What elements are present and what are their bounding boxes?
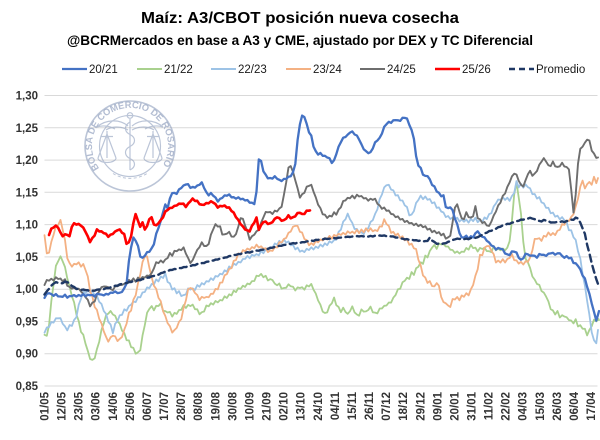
svg-text:17/07: 17/07 (159, 392, 171, 421)
svg-text:20/21: 20/21 (89, 64, 118, 76)
svg-text:03/06: 03/06 (91, 392, 103, 421)
svg-text:26/11: 26/11 (364, 391, 376, 420)
svg-text:22/23: 22/23 (238, 64, 267, 76)
svg-text:30/08: 30/08 (227, 391, 239, 420)
svg-text:06/07: 06/07 (142, 392, 154, 421)
svg-text:Maíz: A3/CBOT posición nueva c: Maíz: A3/CBOT posición nueva cosecha (141, 10, 459, 27)
svg-text:09/01: 09/01 (432, 391, 444, 420)
svg-text:@BCRMercados en base a A3 y CM: @BCRMercados en base a A3 y CME, ajustad… (67, 32, 533, 48)
svg-text:04/11: 04/11 (330, 391, 342, 420)
svg-text:20/01: 20/01 (449, 391, 461, 420)
svg-text:01/05: 01/05 (40, 391, 52, 420)
svg-text:06/04: 06/04 (569, 391, 581, 420)
svg-text:1,05: 1,05 (16, 252, 39, 264)
svg-text:02/10: 02/10 (279, 392, 291, 421)
svg-text:0,85: 0,85 (16, 381, 39, 393)
svg-text:10/09: 10/09 (245, 392, 257, 421)
svg-text:24/25: 24/25 (387, 64, 416, 76)
svg-text:22/02: 22/02 (501, 392, 513, 421)
svg-text:24/10: 24/10 (313, 392, 325, 421)
svg-text:17/04: 17/04 (586, 391, 598, 420)
svg-text:Promedio: Promedio (536, 64, 585, 76)
svg-text:1,30: 1,30 (16, 91, 38, 103)
svg-text:15/03: 15/03 (535, 392, 547, 421)
svg-text:31/01: 31/01 (467, 391, 479, 420)
svg-text:1,00: 1,00 (16, 284, 38, 296)
svg-text:23/24: 23/24 (313, 64, 342, 76)
svg-text:1,25: 1,25 (16, 123, 39, 135)
svg-text:13/10: 13/10 (296, 392, 308, 421)
svg-text:18/12: 18/12 (398, 392, 410, 421)
svg-text:25/06: 25/06 (125, 392, 137, 421)
svg-text:0,95: 0,95 (16, 317, 39, 329)
svg-text:07/12: 07/12 (381, 392, 393, 421)
svg-text:23/05: 23/05 (74, 391, 86, 420)
svg-text:11/02: 11/02 (484, 392, 496, 420)
svg-text:21/09: 21/09 (262, 392, 274, 421)
svg-text:15/11: 15/11 (347, 391, 359, 420)
svg-text:28/07: 28/07 (176, 392, 188, 421)
svg-text:14/06: 14/06 (108, 392, 120, 421)
svg-text:21/22: 21/22 (164, 64, 193, 76)
svg-text:25/26: 25/26 (462, 64, 491, 76)
svg-text:04/03: 04/03 (518, 392, 530, 421)
svg-text:29/12: 29/12 (415, 392, 427, 421)
svg-text:1,20: 1,20 (16, 155, 38, 167)
svg-text:12/05: 12/05 (57, 391, 69, 420)
svg-text:19/08: 19/08 (210, 391, 222, 420)
svg-text:1,10: 1,10 (16, 220, 38, 232)
svg-text:08/08: 08/08 (193, 391, 205, 420)
svg-text:26/03: 26/03 (552, 392, 564, 421)
svg-text:1,15: 1,15 (16, 187, 39, 199)
svg-text:0,90: 0,90 (16, 349, 38, 361)
